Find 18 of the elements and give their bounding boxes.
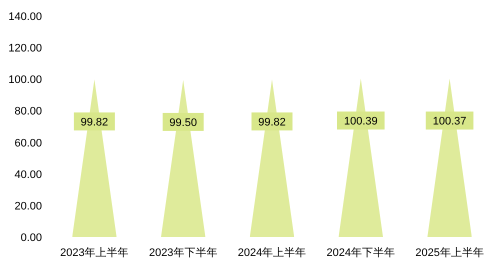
y-tick-label: 0.00 <box>20 232 42 244</box>
data-label: 99.50 <box>169 116 197 129</box>
y-tick-label: 140.00 <box>8 11 42 23</box>
x-tick-label: 2024年下半年 <box>326 246 396 259</box>
x-tick-label: 2025年上半年 <box>415 246 484 259</box>
y-tick-label: 60.00 <box>14 137 42 150</box>
y-tick-label: 40.00 <box>14 168 42 181</box>
data-label: 100.37 <box>432 116 466 128</box>
y-tick-label: 120.00 <box>8 42 42 55</box>
x-tick-label: 2024年上半年 <box>238 246 306 259</box>
x-tick-label: 2023年上半年 <box>60 246 129 259</box>
data-label: 100.39 <box>344 116 378 128</box>
y-tick-label: 80.00 <box>14 106 42 118</box>
data-label: 99.82 <box>258 116 286 128</box>
y-tick-label: 100.00 <box>8 74 42 86</box>
data-label: 99.82 <box>80 116 108 128</box>
y-tick-label: 20.00 <box>14 200 42 212</box>
x-tick-label: 2023年下半年 <box>148 246 218 259</box>
